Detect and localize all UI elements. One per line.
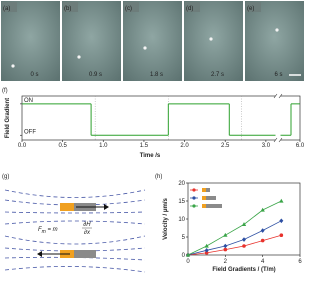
time-label: 6 s xyxy=(274,72,282,78)
axis-break xyxy=(275,95,281,144)
y-tick-label: OFF xyxy=(24,129,36,135)
panel-label: (e) xyxy=(247,6,254,12)
formula-part: = m xyxy=(46,227,58,233)
y-axis-label: Field Gradient xyxy=(5,98,11,138)
y-tick-label: 20 xyxy=(178,181,185,187)
label-box xyxy=(246,2,261,12)
x-axis-label: Field Gradients / (T/m) xyxy=(212,267,275,273)
x-tick-label: 0.0 xyxy=(18,143,27,149)
particle xyxy=(275,28,279,32)
panel-label: (c) xyxy=(125,6,132,12)
label-box xyxy=(185,2,200,12)
label-box xyxy=(2,2,17,12)
plot-frame xyxy=(21,95,301,141)
y-tick-label: 0 xyxy=(182,253,186,259)
legend-rod-head xyxy=(202,204,206,208)
marker xyxy=(185,252,191,257)
marker xyxy=(260,238,265,243)
micrograph xyxy=(1,1,60,81)
plot-frame xyxy=(187,182,301,256)
particle xyxy=(11,64,15,68)
legend-marker xyxy=(192,196,196,200)
y-tick-label: ON xyxy=(24,98,33,104)
time-label: 0.9 s xyxy=(89,72,102,78)
marker xyxy=(279,233,284,237)
time-label: 2.7 s xyxy=(211,72,224,78)
micrograph xyxy=(62,1,121,81)
marker xyxy=(260,207,265,212)
chart-f: (f) Field Gradient Time /s ON OFF 0.0 0.5 1.0 1.… xyxy=(2,88,305,159)
x-tick-label: 6.0 xyxy=(296,143,305,149)
y-tick-label: 15 xyxy=(178,199,185,205)
rod-body xyxy=(74,250,96,258)
micrograph xyxy=(245,1,304,81)
formula: Fm = m xyxy=(38,227,58,235)
formula-part: m xyxy=(42,229,46,235)
label-box xyxy=(124,2,139,12)
legend-marker xyxy=(192,204,196,208)
legend-rod-body xyxy=(206,204,222,208)
panel-label: (a) xyxy=(3,6,10,12)
marker xyxy=(242,237,246,242)
formula-part: F xyxy=(38,227,42,233)
marker xyxy=(223,247,228,252)
legend-rod-body xyxy=(206,196,216,200)
panel-label: (b) xyxy=(64,6,71,12)
micrograph-row: (a) 0 s (b) 0.9 s (c) 1.8 s (d) 2.7 s (e) 6 s xyxy=(1,1,304,81)
x-tick-label: 0.5 xyxy=(58,143,67,149)
x-tick-label: 1.0 xyxy=(99,143,108,149)
y-axis-label: Velocity / μm/s xyxy=(163,197,169,239)
legend-marker xyxy=(192,188,196,192)
x-tick-label: 0 xyxy=(186,259,190,265)
panel-label: (g) xyxy=(2,174,9,180)
panel-label: (h) xyxy=(155,174,162,180)
formula-part: ∂H xyxy=(83,221,91,228)
legend-rod-head xyxy=(202,188,206,192)
micrograph xyxy=(123,1,182,81)
particle xyxy=(143,46,147,50)
figure: (a) 0 s (b) 0.9 s (c) 1.8 s (d) 2.7 s (e) 6 s (g)… xyxy=(1,1,305,273)
marker xyxy=(279,198,284,203)
formula-part: ∂x xyxy=(84,229,91,236)
marker xyxy=(279,218,284,224)
series-line xyxy=(187,234,282,256)
x-tick-label: 2.0 xyxy=(180,143,189,149)
break-mark xyxy=(273,93,283,143)
x-tick-label: 3.0 xyxy=(262,143,271,149)
label-box xyxy=(63,2,78,12)
legend-rod-head xyxy=(202,196,206,200)
marker xyxy=(223,232,228,237)
arrow-head xyxy=(37,251,42,257)
legend-rod-body xyxy=(206,188,210,192)
series-line xyxy=(187,220,282,256)
rod-head xyxy=(60,203,74,211)
marker xyxy=(241,222,247,226)
marker xyxy=(204,248,209,253)
x-tick-label: 6 xyxy=(298,259,302,265)
x-tick-label: 1.5 xyxy=(140,143,149,149)
marker xyxy=(204,243,209,248)
y-tick-label: 5 xyxy=(182,235,186,241)
series-line xyxy=(187,200,282,256)
micrograph xyxy=(184,1,243,81)
time-label: 0 s xyxy=(30,72,38,78)
x-axis-label: Time /s xyxy=(140,153,161,159)
particle xyxy=(77,55,81,59)
marker xyxy=(223,243,228,249)
y-tick-label: 10 xyxy=(178,217,185,223)
x-tick-label: 2.5 xyxy=(221,143,230,149)
panel-label: (f) xyxy=(2,88,8,94)
marker xyxy=(242,244,246,248)
panel-label: (d) xyxy=(186,6,193,12)
chart-h: (h) Velocity / μm/s Field Gradients / (T/m… xyxy=(155,174,302,273)
x-tick-label: 2 xyxy=(224,259,228,265)
marker xyxy=(260,228,265,233)
time-label: 1.8 s xyxy=(150,72,163,78)
arrow-head xyxy=(104,204,109,210)
diagram: (g) Fm = m ∂H ∂x xyxy=(2,174,146,273)
marker xyxy=(204,251,209,255)
particle xyxy=(209,37,213,41)
x-tick-label: 4 xyxy=(261,259,265,265)
